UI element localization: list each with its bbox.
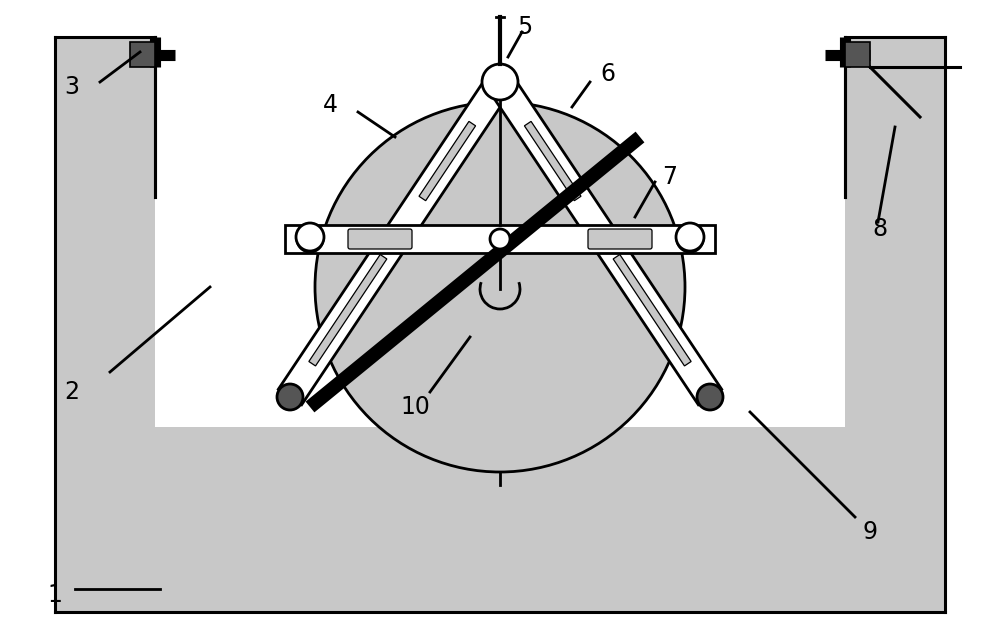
Text: 10: 10 (400, 395, 430, 419)
Text: 5: 5 (517, 15, 533, 39)
Text: 3: 3 (64, 75, 80, 99)
Polygon shape (130, 42, 155, 67)
Polygon shape (845, 37, 945, 612)
Circle shape (296, 223, 324, 251)
Text: 8: 8 (872, 217, 888, 241)
Circle shape (697, 384, 723, 410)
Polygon shape (285, 225, 715, 253)
Circle shape (315, 102, 685, 472)
Text: 6: 6 (600, 62, 616, 86)
Polygon shape (488, 74, 722, 405)
Circle shape (490, 229, 510, 249)
Polygon shape (55, 427, 945, 612)
Text: 4: 4 (322, 93, 338, 117)
Text: 9: 9 (862, 520, 878, 544)
Polygon shape (845, 42, 870, 67)
Text: 2: 2 (64, 380, 80, 404)
Polygon shape (309, 255, 387, 366)
Circle shape (676, 223, 704, 251)
Text: 7: 7 (662, 165, 678, 189)
Polygon shape (278, 74, 512, 405)
Polygon shape (55, 37, 155, 612)
Circle shape (677, 226, 703, 252)
Text: 1: 1 (48, 583, 62, 607)
Polygon shape (613, 255, 691, 366)
Circle shape (482, 64, 518, 100)
FancyBboxPatch shape (588, 229, 652, 249)
Polygon shape (524, 122, 581, 201)
FancyBboxPatch shape (348, 229, 412, 249)
Circle shape (297, 226, 323, 252)
Polygon shape (419, 122, 476, 201)
Circle shape (277, 384, 303, 410)
